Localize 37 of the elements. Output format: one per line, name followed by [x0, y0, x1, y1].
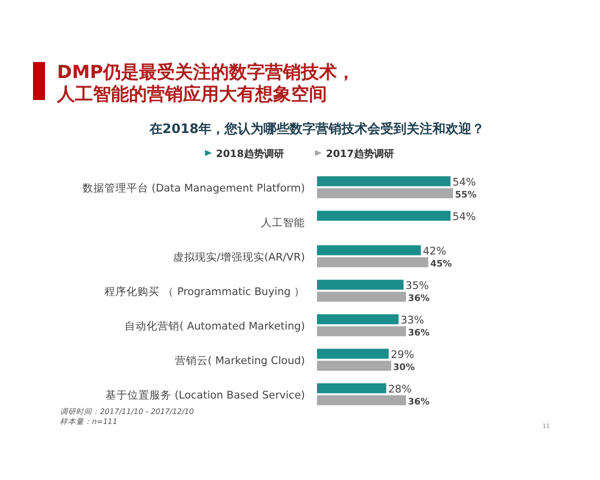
y-tick-label: 虚拟现实/增强现实(AR/VR) — [172, 250, 305, 264]
legend-label: 2018趋势调研 — [216, 148, 284, 160]
y-tick-label: 数据管理平台 (Data Management Platform) — [82, 181, 305, 194]
y-tick-label: 自动化营销( Automated Marketing) — [124, 319, 305, 332]
y-tick-label: 营销云( Marketing Cloud) — [174, 354, 305, 367]
y-tick-label: 程序化购买 （ Programmatic Buying ） — [104, 284, 305, 298]
data-label: 29% — [390, 348, 414, 361]
bar — [317, 395, 406, 406]
bar — [317, 188, 453, 198]
y-tick-label: 基于位置服务 (Location Based Service) — [105, 388, 305, 402]
data-label: 36% — [408, 328, 430, 338]
data-label: 30% — [393, 362, 415, 373]
bar — [317, 326, 406, 336]
bar — [317, 257, 428, 268]
bar — [317, 383, 386, 394]
data-label: 42% — [422, 245, 446, 258]
bar — [317, 176, 451, 186]
data-label: 33% — [400, 314, 424, 326]
data-label: 28% — [388, 383, 412, 396]
data-label: 55% — [455, 190, 477, 200]
chart-title: DMP仍是最受关注的数字营销技术，人工智能的营销应用大有想象空间 — [56, 62, 356, 105]
chart-subtitle: 在2018年，您认为哪些数字营销技术会受到关注和欢迎？ — [148, 121, 485, 137]
y-tick-label: 人工智能 — [261, 216, 305, 229]
data-label: 45% — [430, 259, 452, 270]
bar — [317, 314, 399, 324]
bar — [317, 245, 421, 256]
data-label: 54% — [452, 176, 476, 188]
data-label: 36% — [408, 397, 430, 408]
bar — [317, 210, 451, 221]
bar — [317, 280, 404, 290]
data-label: 36% — [408, 294, 430, 304]
bar — [317, 292, 406, 302]
bar — [317, 348, 389, 359]
bar — [317, 360, 392, 371]
data-label: 54% — [452, 210, 476, 223]
data-label: 35% — [406, 280, 429, 292]
legend-label: 2017趋势调研 — [326, 148, 394, 160]
